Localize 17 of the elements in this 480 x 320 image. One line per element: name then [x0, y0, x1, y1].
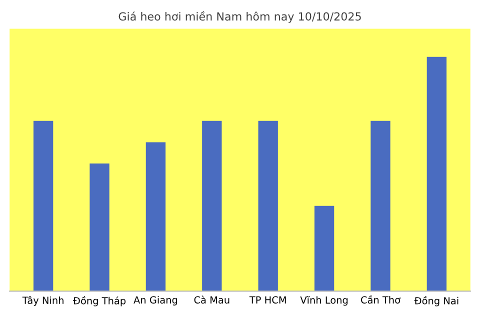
x-tick-label: TP HCM [249, 296, 286, 304]
bar [146, 142, 166, 292]
chart-title: Giá heo hơi miền Nam hôm nay 10/10/2025 [118, 11, 361, 23]
bar [33, 120, 54, 292]
x-tick-label: Tây Ninh [22, 296, 64, 306]
x-tick-label: Cà Mau [194, 296, 230, 304]
x-tick-label: Vĩnh Long [300, 296, 348, 306]
x-tick-label: Đồng Nai [414, 296, 458, 306]
x-tick-label: Cần Thơ [361, 295, 400, 304]
bar [426, 56, 447, 292]
bar [90, 164, 110, 292]
bar [370, 120, 390, 292]
bar [258, 120, 278, 292]
x-tick-label: An Giang [134, 296, 178, 306]
bar [314, 206, 334, 292]
x-tick-label: Đồng Tháp [72, 296, 126, 306]
bar [202, 120, 222, 292]
